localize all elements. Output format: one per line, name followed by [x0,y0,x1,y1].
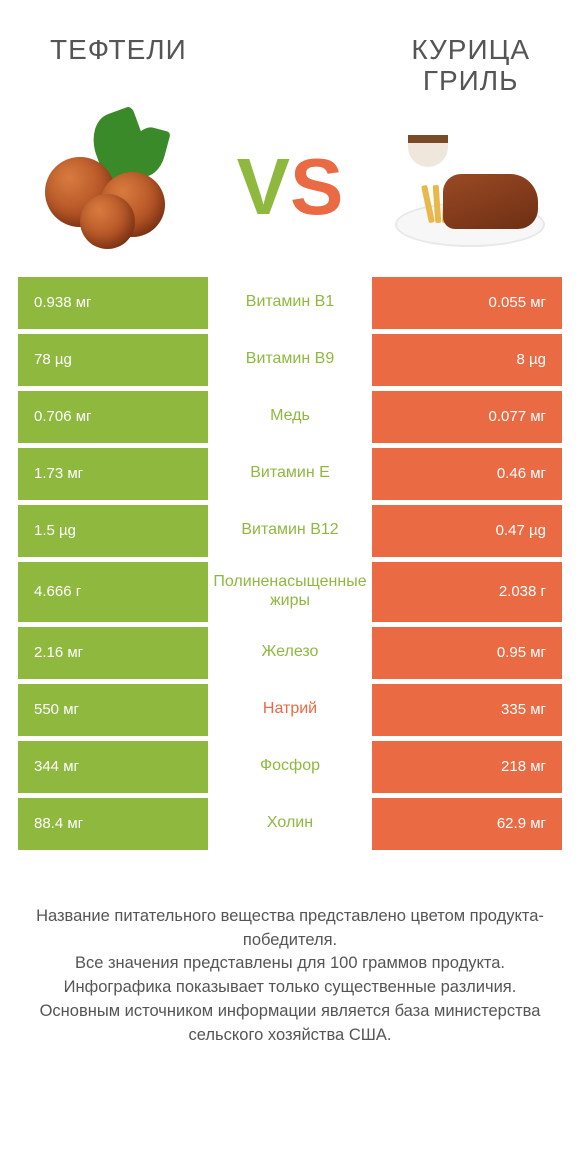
right-bar: 218 мг [372,741,562,793]
right-bar-col: 62.9 мг [372,798,562,850]
footer-line: Инфографика показывает только существенн… [30,976,550,1000]
right-bar-col: 0.47 µg [372,505,562,557]
right-bar-col: 0.95 мг [372,627,562,679]
right-bar: 0.95 мг [372,627,562,679]
nutrient-label: Полиненасыщенные жиры [208,562,372,622]
left-bar: 2.16 мг [18,627,208,679]
table-row: 1.73 мгВитамин E0.46 мг [18,448,562,500]
left-bar-col: 0.938 мг [18,277,208,329]
table-row: 88.4 мгХолин62.9 мг [18,798,562,850]
right-bar-col: 0.055 мг [372,277,562,329]
right-bar-col: 2.038 г [372,562,562,622]
left-bar-col: 78 µg [18,334,208,386]
left-bar: 78 µg [18,334,208,386]
right-bar-col: 335 мг [372,684,562,736]
left-bar: 1.73 мг [18,448,208,500]
right-food-title: КУРИЦАГРИЛЬ [411,35,530,97]
nutrient-label: Витамин E [208,448,372,500]
right-bar: 0.055 мг [372,277,562,329]
left-bar-col: 4.666 г [18,562,208,622]
left-bar-col: 0.706 мг [18,391,208,443]
left-bar: 88.4 мг [18,798,208,850]
left-bar-col: 2.16 мг [18,627,208,679]
table-row: 1.5 µgВитамин B120.47 µg [18,505,562,557]
footer-line: Все значения представлены для 100 граммо… [30,952,550,976]
right-bar-col: 0.46 мг [372,448,562,500]
left-bar: 344 мг [18,741,208,793]
nutrient-label: Витамин B12 [208,505,372,557]
table-row: 344 мгФосфор218 мг [18,741,562,793]
right-bar: 0.47 µg [372,505,562,557]
right-bar: 335 мг [372,684,562,736]
left-bar-col: 344 мг [18,741,208,793]
footer-line: Основным источником информации является … [30,1000,550,1048]
right-bar: 0.077 мг [372,391,562,443]
left-bar: 4.666 г [18,562,208,622]
nutrient-label: Фосфор [208,741,372,793]
images-row: VS [0,112,580,277]
table-row: 0.938 мгВитамин B10.055 мг [18,277,562,329]
table-row: 0.706 мгМедь0.077 мг [18,391,562,443]
table-row: 2.16 мгЖелезо0.95 мг [18,627,562,679]
comparison-table: 0.938 мгВитамин B10.055 мг78 µgВитамин B… [0,277,580,850]
vs-v: V [237,142,290,231]
footer-text: Название питательного вещества представл… [0,855,580,1049]
left-bar-col: 550 мг [18,684,208,736]
left-food-title: ТЕФТЕЛИ [50,35,187,97]
meatballs-icon [40,122,180,252]
table-row: 4.666 гПолиненасыщенные жиры2.038 г [18,562,562,622]
table-row: 550 мгНатрий335 мг [18,684,562,736]
left-food-image [30,117,190,257]
right-bar: 2.038 г [372,562,562,622]
vs-s: S [290,142,343,231]
left-bar-col: 88.4 мг [18,798,208,850]
chicken-icon [390,127,550,247]
right-bar: 62.9 мг [372,798,562,850]
right-bar: 8 µg [372,334,562,386]
table-row: 78 µgВитамин B98 µg [18,334,562,386]
left-bar-col: 1.73 мг [18,448,208,500]
left-bar: 0.938 мг [18,277,208,329]
right-food-image [390,117,550,257]
nutrient-label: Железо [208,627,372,679]
left-bar: 550 мг [18,684,208,736]
left-bar-col: 1.5 µg [18,505,208,557]
nutrient-label: Витамин B1 [208,277,372,329]
vs-label: VS [237,147,344,227]
right-bar: 0.46 мг [372,448,562,500]
right-bar-col: 0.077 мг [372,391,562,443]
nutrient-label: Витамин B9 [208,334,372,386]
header: ТЕФТЕЛИ КУРИЦАГРИЛЬ [0,0,580,112]
left-bar: 1.5 µg [18,505,208,557]
left-bar: 0.706 мг [18,391,208,443]
right-bar-col: 218 мг [372,741,562,793]
nutrient-label: Натрий [208,684,372,736]
footer-line: Название питательного вещества представл… [30,905,550,953]
nutrient-label: Медь [208,391,372,443]
right-bar-col: 8 µg [372,334,562,386]
nutrient-label: Холин [208,798,372,850]
